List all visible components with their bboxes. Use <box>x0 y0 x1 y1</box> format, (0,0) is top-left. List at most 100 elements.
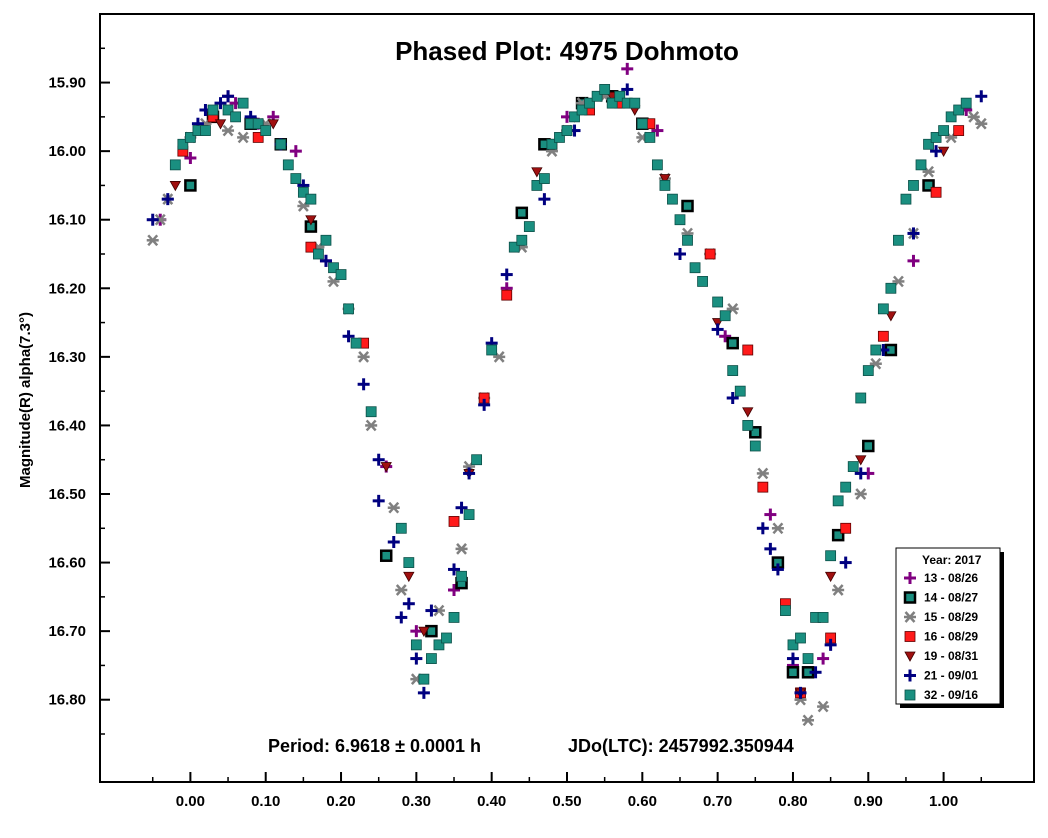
legend-entry-2: 14 - 08/27 <box>924 591 978 605</box>
data-point-series-7 <box>651 159 663 171</box>
data-point-series-6 <box>214 97 227 110</box>
data-point-series-5 <box>659 174 671 185</box>
legend-entry-4: 16 - 08/29 <box>924 630 978 644</box>
data-point-series-6 <box>357 378 370 391</box>
data-point-series-7 <box>877 303 889 315</box>
x-tick-label: 0.70 <box>703 793 732 810</box>
data-point-series-2 <box>831 528 845 542</box>
data-point-series-2 <box>786 666 800 679</box>
data-point-series-7 <box>960 97 972 109</box>
data-point-series-4 <box>448 516 460 527</box>
y-tick-label: 15.90 <box>48 75 86 92</box>
data-point-series-7 <box>795 632 806 644</box>
data-point-series-7 <box>749 440 761 452</box>
data-point-series-6 <box>455 501 468 514</box>
data-point-series-7 <box>169 159 181 171</box>
data-point-series-3 <box>832 584 845 596</box>
y-tick-label: 16.30 <box>48 349 86 366</box>
legend-entry-3: 15 - 08/29 <box>924 610 978 624</box>
data-point-series-1 <box>184 152 197 164</box>
y-tick-label: 16.20 <box>48 280 86 297</box>
data-point-series-6 <box>673 248 686 260</box>
x-axis-ticks: 0.00 0.10 0.20 0.30 0.40 0.50 0.60 0.70 0.80 0.90… <box>151 772 983 810</box>
data-point-series-7 <box>629 97 641 109</box>
legend-marker-7 <box>904 689 916 701</box>
legend: Year: 2017 13 - 08/26 14 - 08/27 15 - 08/2… <box>895 547 1004 708</box>
data-point-series-4 <box>252 132 264 143</box>
data-point-series-1 <box>907 254 920 267</box>
data-point-series-7 <box>275 138 287 150</box>
x-tick-label: 0.90 <box>854 793 883 810</box>
data-point-series-7 <box>418 673 430 685</box>
data-point-series-7 <box>832 495 844 507</box>
data-point-series-2 <box>515 206 529 220</box>
data-point-series-5 <box>267 119 279 130</box>
data-point-series-1 <box>410 625 423 638</box>
data-point-series-2 <box>379 549 393 562</box>
data-point-series-7 <box>252 118 264 130</box>
data-point-series-7 <box>365 406 377 418</box>
data-point-series-2 <box>749 426 762 439</box>
data-point-series-6 <box>146 213 159 226</box>
data-point-series-7 <box>328 262 339 274</box>
data-point-series-5 <box>742 407 754 418</box>
data-point-series-7 <box>727 365 739 376</box>
data-point-series-7 <box>523 221 535 232</box>
data-point-series-6 <box>794 686 807 699</box>
data-point-series-6 <box>372 494 385 507</box>
y-tick-label: 16.70 <box>48 623 86 640</box>
data-point-series-7 <box>614 90 626 102</box>
data-point-series-1 <box>651 124 664 137</box>
data-point-series-7 <box>847 461 859 472</box>
data-point-series-5 <box>855 455 867 466</box>
data-point-series-7 <box>734 385 746 397</box>
data-point-series-3 <box>771 522 784 535</box>
data-point-series-3 <box>975 117 988 130</box>
data-point-series-2 <box>922 179 935 192</box>
data-point-series-7 <box>433 639 445 651</box>
data-point-series-7 <box>885 282 897 294</box>
data-point-series-6 <box>402 597 415 610</box>
data-point-series-3 <box>222 124 235 137</box>
data-point-series-6 <box>410 652 423 665</box>
data-point-series-6 <box>161 193 174 206</box>
data-point-series-6 <box>975 90 988 103</box>
data-point-series-7 <box>674 214 686 226</box>
data-point-series-6 <box>824 638 837 651</box>
y-tick-label: 16.40 <box>48 417 86 434</box>
legend-marker-6 <box>904 669 916 682</box>
data-point-series-5 <box>418 626 430 637</box>
data-point-series-7 <box>915 159 927 171</box>
y-tick-label: 16.10 <box>48 212 86 229</box>
data-point-series-7 <box>554 132 565 143</box>
legend-title: Year: 2017 <box>922 553 982 567</box>
data-point-series-7 <box>200 125 211 136</box>
data-point-series-6 <box>417 686 430 699</box>
data-point-series-7 <box>230 111 241 123</box>
data-point-series-7 <box>636 118 648 130</box>
data-point-series-4 <box>501 289 513 301</box>
legend-marker-4 <box>904 631 916 642</box>
data-point-series-7 <box>606 97 618 109</box>
data-point-series-6 <box>839 556 852 569</box>
data-point-series-6 <box>425 604 438 617</box>
data-point-series-7 <box>945 111 957 123</box>
data-point-series-7 <box>539 173 550 184</box>
data-point-series-7 <box>780 605 791 616</box>
data-point-series-7 <box>584 97 595 109</box>
data-point-series-6 <box>621 83 634 96</box>
data-point-series-7 <box>644 132 656 143</box>
data-point-series-7 <box>290 173 302 184</box>
data-point-series-5 <box>403 571 415 583</box>
legend-marker-5 <box>904 651 916 662</box>
data-point-series-6 <box>500 268 513 281</box>
data-point-series-7 <box>260 125 272 136</box>
y-tick-label: 16.50 <box>48 486 86 503</box>
data-point-series-7 <box>659 180 671 191</box>
data-point-series-7 <box>282 159 294 171</box>
legend-entry-6: 21 - 09/01 <box>924 669 978 683</box>
x-tick-label: 0.80 <box>778 793 807 810</box>
data-point-series-7 <box>697 276 708 287</box>
